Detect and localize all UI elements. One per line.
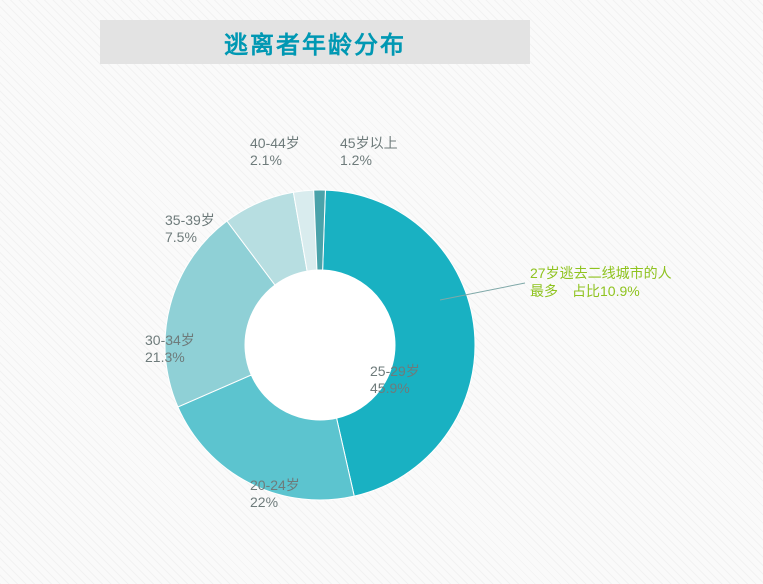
callout-text: 27岁逃去二线城市的人最多 占比10.9% <box>530 265 672 299</box>
donut-chart: 25-29岁45.9%20-24岁22%30-34岁21.3%35-39岁7.5… <box>0 0 763 584</box>
slice-label: 40-44岁2.1% <box>250 135 300 168</box>
slice-label: 45岁以上1.2% <box>340 135 398 168</box>
donut-hole <box>245 270 395 420</box>
